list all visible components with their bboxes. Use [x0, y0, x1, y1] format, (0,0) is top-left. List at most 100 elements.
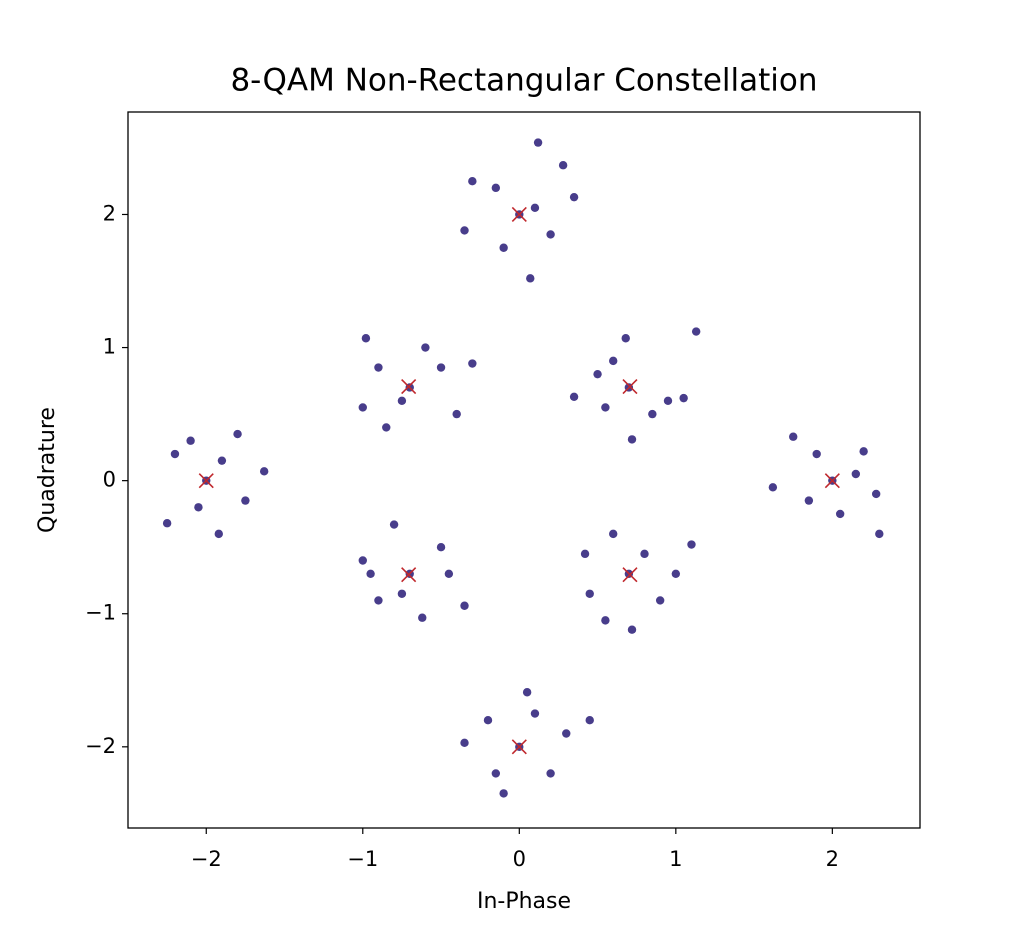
- sample-point: [804, 496, 814, 505]
- y-axis-label: Quadrature: [35, 407, 60, 533]
- reference-point: [622, 567, 638, 583]
- sample-point: [436, 363, 446, 372]
- y-tick-label: 0: [103, 468, 116, 492]
- chart-title: 8-QAM Non-Rectangular Constellation: [230, 63, 817, 99]
- reference-point: [511, 206, 527, 223]
- sample-point: [259, 467, 269, 476]
- sample-point: [418, 613, 427, 622]
- sample-point: [194, 503, 203, 512]
- sample-point: [546, 230, 555, 239]
- sample-point: [601, 616, 610, 625]
- sample-point: [452, 409, 461, 419]
- sample-point: [162, 519, 172, 528]
- sample-point: [366, 569, 375, 579]
- y-tick-label: 2: [103, 201, 116, 225]
- sample-point: [444, 569, 454, 579]
- y-tick-label: −1: [85, 601, 116, 625]
- reference-point: [622, 378, 638, 395]
- sample-point: [609, 356, 618, 366]
- sample-point: [569, 192, 579, 202]
- sample-point: [460, 601, 469, 610]
- sample-point: [460, 738, 469, 748]
- sample-point: [789, 432, 798, 441]
- marker-stroke: [401, 567, 417, 583]
- sample-point: [627, 625, 637, 634]
- marker-stroke: [622, 378, 638, 395]
- sample-point: [460, 226, 469, 235]
- x-tick-label: 0: [513, 847, 526, 871]
- sample-point: [499, 789, 508, 798]
- sample-point: [871, 489, 881, 499]
- sample-point: [859, 447, 868, 456]
- sample-point: [468, 359, 477, 368]
- sample-point: [530, 203, 540, 213]
- reference-point: [401, 378, 417, 395]
- marker-stroke: [511, 739, 527, 755]
- sample-point: [671, 569, 681, 579]
- sample-point: [233, 429, 242, 439]
- sample-point: [691, 327, 701, 336]
- sample-point: [358, 556, 367, 565]
- sample-point: [483, 716, 493, 725]
- marker-stroke: [824, 473, 840, 489]
- sample-point: [546, 769, 555, 778]
- sample-point: [679, 393, 688, 403]
- reference-point: [824, 473, 840, 489]
- sample-point: [621, 334, 630, 343]
- marker-stroke: [401, 378, 417, 395]
- sample-point: [585, 589, 594, 598]
- sample-point: [468, 177, 477, 186]
- x-axis-label: In-Phase: [477, 889, 571, 914]
- sample-point: [374, 596, 383, 605]
- sample-point: [186, 436, 195, 445]
- reference-point: [511, 739, 527, 755]
- reference-point: [401, 567, 417, 583]
- x-tick-label: −2: [191, 847, 222, 871]
- sample-point: [585, 716, 594, 725]
- sample-point: [397, 589, 407, 598]
- sample-point: [558, 161, 568, 170]
- plot-frame: [127, 111, 921, 829]
- sample-point: [640, 549, 649, 559]
- sample-point: [533, 138, 543, 147]
- y-tick-label: 1: [103, 335, 116, 359]
- sample-point: [569, 392, 579, 402]
- sample-point: [580, 549, 590, 559]
- y-tick-label: −2: [85, 734, 116, 758]
- sample-point: [421, 343, 430, 352]
- sample-point: [436, 542, 446, 552]
- marker-stroke: [511, 206, 527, 223]
- sample-point: [361, 334, 371, 343]
- sample-point: [526, 274, 535, 283]
- sample-point: [627, 435, 637, 444]
- sample-point: [687, 540, 696, 549]
- sample-point: [241, 496, 250, 505]
- x-tick-label: 1: [669, 847, 682, 871]
- sample-point: [562, 729, 571, 738]
- sample-point: [655, 596, 665, 605]
- sample-point: [491, 769, 501, 778]
- sample-point: [214, 529, 223, 539]
- reference-point: [198, 473, 214, 489]
- sample-point: [382, 423, 391, 432]
- sample-point: [812, 449, 821, 459]
- sample-point: [389, 520, 399, 529]
- x-tick-label: −1: [347, 847, 378, 871]
- sample-point: [530, 709, 540, 718]
- sample-point: [217, 456, 227, 465]
- sample-point: [851, 469, 861, 479]
- sample-point: [593, 369, 602, 379]
- marker-stroke: [198, 473, 214, 489]
- sample-point: [397, 396, 407, 405]
- sample-point: [648, 409, 657, 419]
- sample-point: [663, 396, 673, 405]
- sample-point: [601, 403, 610, 412]
- sample-point: [522, 688, 532, 697]
- sample-point: [491, 183, 501, 193]
- sample-point: [768, 483, 778, 492]
- sample-point: [374, 363, 383, 372]
- x-tick-label: 2: [826, 847, 839, 871]
- sample-point: [170, 449, 180, 459]
- sample-point: [358, 403, 367, 412]
